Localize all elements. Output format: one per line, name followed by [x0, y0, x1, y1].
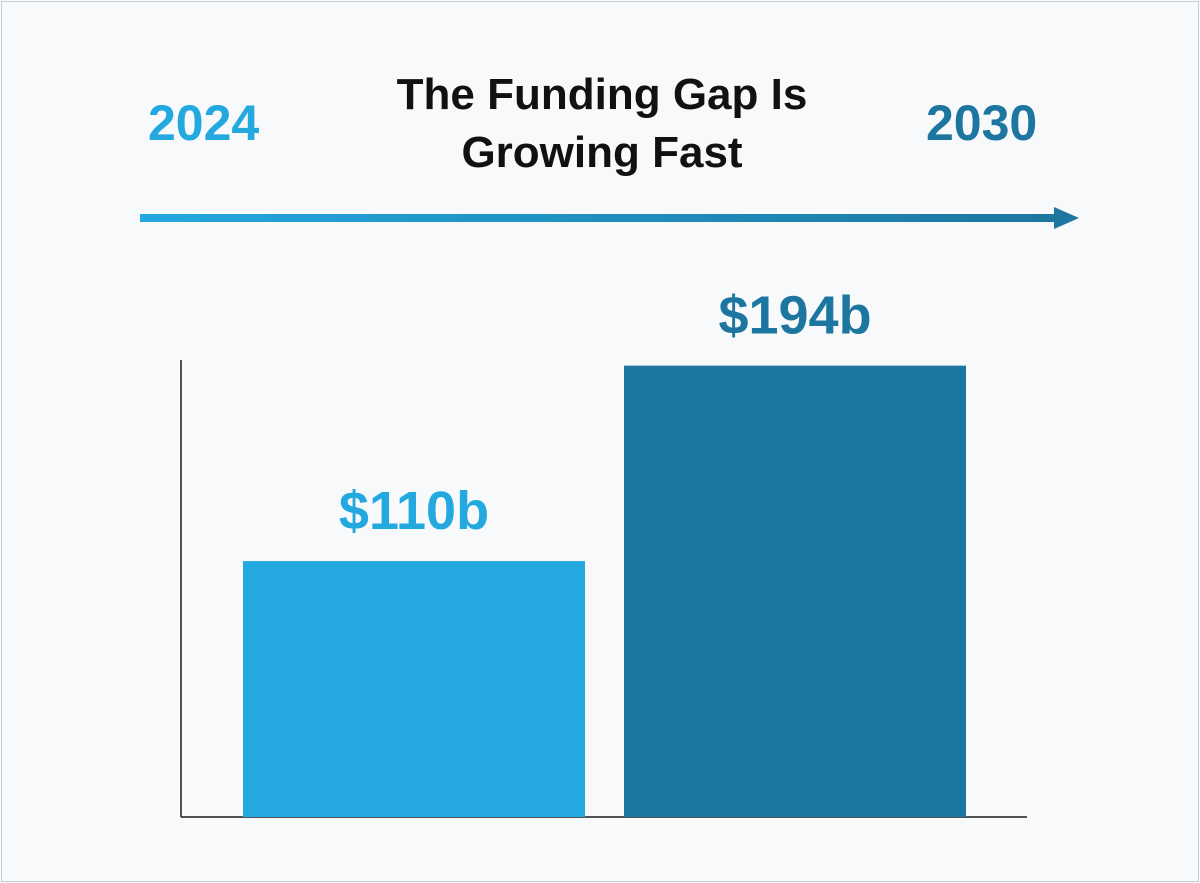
bar-2030	[624, 365, 966, 817]
bar-2024	[243, 561, 585, 817]
chart-title: The Funding Gap Is Growing Fast	[342, 66, 862, 182]
timeline-arrow	[140, 207, 1079, 229]
timeline-start-year: 2024	[148, 95, 260, 151]
chart-title-line-1: The Funding Gap Is	[396, 70, 808, 119]
timeline-arrow-head	[1054, 207, 1079, 229]
bar-value-label-2030: $194b	[718, 286, 871, 346]
timeline-arrow-shaft	[140, 214, 1058, 222]
timeline-end-year: 2030	[926, 95, 1038, 151]
bar-value-label-2024: $110b	[339, 481, 489, 541]
chart-title-line-2: Growing Fast	[461, 128, 743, 177]
